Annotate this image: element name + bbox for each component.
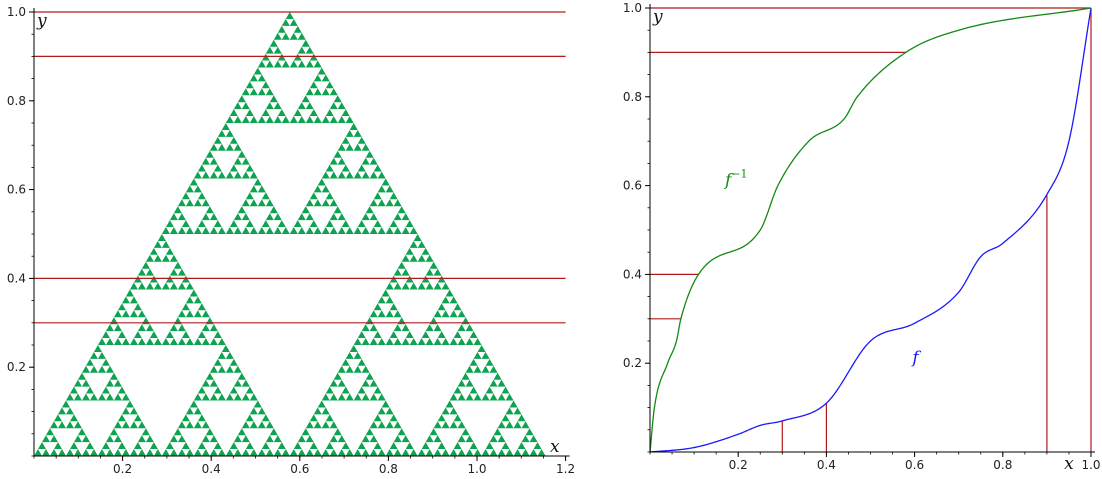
- left-y-tick-label: 0.4: [7, 271, 26, 285]
- right-y-tick-label: 0.4: [623, 267, 642, 281]
- guide-lines: [650, 7, 1092, 452]
- curves: [649, 7, 1092, 453]
- left-y-tick-label: 1.0: [7, 5, 26, 19]
- right-x-tick-label: 0.8: [993, 458, 1012, 472]
- left-x-tick-label: 0.8: [379, 462, 398, 476]
- series-label-f-inverse-superscript: −1: [731, 168, 747, 181]
- left-x-tick-label: 1.2: [556, 462, 575, 476]
- left-x-tick-label: 1.0: [467, 462, 486, 476]
- left-x-tick-label: 0.4: [202, 462, 221, 476]
- left-x-tick-label: 0.6: [290, 462, 309, 476]
- series-label-f: f: [910, 348, 921, 368]
- curve-f: [649, 7, 1092, 453]
- left-x-axis-label: x: [550, 437, 560, 457]
- function-plot: 0.2 0.4 0.6 0.8 1.00.20.40.60.81.0 x y f f−1: [623, 1, 1101, 474]
- series-label-f-inverse-base: f: [723, 171, 734, 191]
- right-y-tick-label: 1.0: [623, 1, 642, 15]
- left-y-tick-label: 0.6: [7, 183, 26, 197]
- sierpinski-holes: [38, 18, 542, 456]
- right-x-tick-label: 0.4: [817, 458, 836, 472]
- series-label-f-inverse: f−1: [723, 168, 748, 191]
- left-y-tick-label: 0.2: [7, 360, 26, 374]
- sierpinski-plot: 0.2 0.4 0.6 0.8 1.0 1.2 0.2 0.4 0.6 0.8 1.0 x y: [7, 5, 575, 476]
- sierpinski-triangle: [34, 12, 546, 456]
- right-x-tick-label: 0.2: [729, 458, 748, 472]
- right-x-axis-label: x: [1064, 454, 1074, 474]
- right-x-tick-label: 0.6: [905, 458, 924, 472]
- right-y-tick-label: 0.2: [623, 356, 642, 370]
- right-x-tick-label: 1.0: [1081, 458, 1100, 472]
- left-x-tick-label: 0.2: [113, 462, 132, 476]
- right-y-tick-label: 0.6: [623, 179, 642, 193]
- right-axes: 0.2 0.4 0.6 0.8 1.0 0.2 0.4 0.6 0.8 1.0: [623, 1, 1101, 472]
- right-y-axis-label: y: [652, 7, 663, 27]
- left-axes: 0.2 0.4 0.6 0.8 1.0 1.2 0.2 0.4 0.6 0.8 1.0: [7, 5, 575, 476]
- left-y-tick-label: 0.8: [7, 94, 26, 108]
- left-y-axis-label: y: [36, 11, 47, 31]
- curve-f-inverse: [649, 7, 1092, 453]
- right-y-tick-label: 0.8: [623, 90, 642, 104]
- horizontal-guide-lines: [34, 11, 566, 324]
